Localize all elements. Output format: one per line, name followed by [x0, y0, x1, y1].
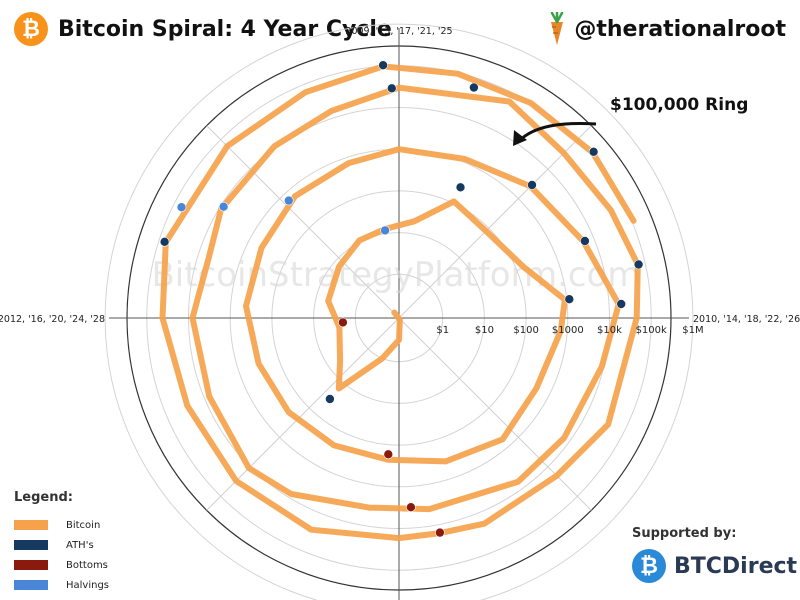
btcdirect-brand: BTCDirect [674, 553, 798, 579]
bitcoin-logo-icon: ₿ [14, 12, 48, 46]
angular-label-top: 2009, '13, '17, '21, '25 [345, 26, 452, 37]
radial-tick-label: $10 [475, 325, 494, 336]
angular-label-right: 2010, '14, '18, '22, '26 [693, 314, 800, 325]
supported-by-label: Supported by: [632, 526, 737, 541]
ath-marker [159, 237, 170, 247]
grid-ring [104, 23, 694, 600]
spoke-line [206, 125, 400, 319]
page-title: Bitcoin Spiral: 4 Year Cycle [58, 16, 392, 42]
spoke-line [398, 317, 592, 511]
ath-marker [633, 259, 644, 270]
legend-swatch [14, 580, 48, 590]
radial-tick-label: $100k [636, 325, 667, 336]
ath-marker [580, 236, 590, 246]
ath-marker [564, 294, 575, 305]
watermark: BitcoinStrategyPlatform.com [151, 255, 640, 295]
annotation-arrowhead [513, 130, 527, 146]
spoke-line [398, 125, 592, 319]
legend-swatch [14, 520, 48, 530]
ath-marker [616, 299, 627, 309]
annotation-group: $100,000 Ring [513, 95, 748, 146]
legend-swatch [14, 540, 48, 550]
halving-marker [380, 225, 390, 236]
radial-tick-label: $100 [513, 325, 538, 336]
author-handle: @therationalroot [546, 12, 786, 46]
angular-label-left: 2012, '16, '20, '24, '28 [0, 314, 105, 325]
legend-label: Halvings [66, 579, 110, 591]
btcdirect-logo[interactable]: ₿ BTCDirect [632, 549, 797, 583]
legend-swatch [14, 560, 48, 570]
spoke-line [206, 317, 400, 511]
legend-label: Bottoms [66, 559, 108, 571]
bottom-marker [338, 317, 348, 328]
legend-item-bitcoin: Bitcoin [14, 515, 109, 535]
halving-marker [176, 202, 187, 212]
radial-tick-label: $1M [682, 325, 703, 336]
angular-labels: 2009, '13, '17, '21, '25 2010, '14, '18, … [0, 26, 800, 325]
radial-tick-label: $10k [597, 325, 622, 336]
ath-marker [386, 83, 397, 94]
ath-marker [455, 182, 466, 193]
radial-ticks: $1 $10 $100 $1000 $10k $100k $1M [436, 325, 703, 336]
supported-by: Supported by: ₿ BTCDirect [632, 526, 797, 583]
legend-item-aths: ATH's [14, 535, 109, 555]
ath-marker [469, 82, 479, 93]
radial-tick-label: $1000 [552, 325, 584, 336]
bitcoin-price-line [159, 63, 641, 542]
legend: Legend: Bitcoin ATH's Bottoms Halvings [14, 490, 109, 595]
annotation-label: $100,000 Ring [610, 95, 748, 115]
btcdirect-icon: ₿ [632, 549, 666, 583]
ath-marker [588, 147, 599, 157]
legend-item-halvings: Halvings [14, 575, 109, 595]
ath-marker [527, 180, 537, 190]
bottom-marker [406, 502, 416, 513]
radial-tick-label: $1 [436, 325, 449, 336]
bottom-marker [383, 449, 394, 460]
legend-label: Bitcoin [66, 519, 101, 531]
ath-marker [325, 394, 335, 404]
carrot-icon [551, 12, 564, 45]
legend-label: ATH's [66, 539, 94, 551]
annotation-arrow [518, 122, 597, 142]
handle-text: @therationalroot [574, 16, 786, 42]
header: ₿ Bitcoin Spiral: 4 Year Cycle [14, 12, 392, 46]
bottom-marker [435, 527, 445, 538]
legend-title: Legend: [14, 490, 73, 505]
halving-marker [218, 201, 229, 212]
halving-marker [283, 195, 294, 206]
series-layer [159, 60, 644, 542]
ath-marker [378, 60, 388, 70]
legend-item-bottoms: Bottoms [14, 555, 109, 575]
